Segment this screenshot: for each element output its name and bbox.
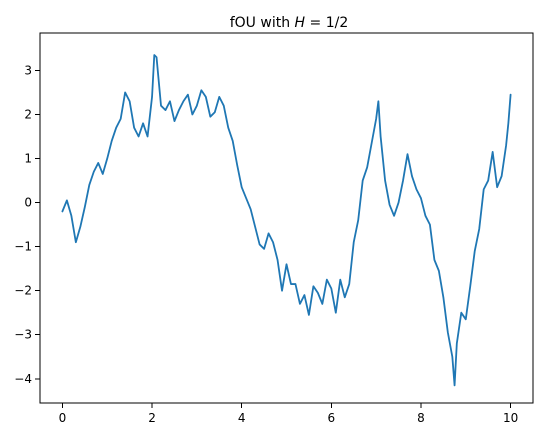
x-tick-label: 0 bbox=[59, 411, 67, 425]
x-tick-label: 8 bbox=[417, 411, 425, 425]
x-tick-label: 2 bbox=[148, 411, 156, 425]
y-tick-label: −2 bbox=[14, 284, 32, 298]
y-tick-label: 3 bbox=[24, 63, 32, 77]
y-tick-label: −3 bbox=[14, 328, 32, 342]
y-tick-label: −4 bbox=[14, 372, 32, 386]
series-line bbox=[62, 55, 510, 385]
x-axis: 0 2 4 6 8 10 bbox=[59, 403, 519, 425]
y-tick-label: 1 bbox=[24, 152, 32, 166]
y-axis: −4 −3 −2 −1 0 1 2 3 bbox=[14, 63, 40, 385]
x-tick-label: 4 bbox=[238, 411, 246, 425]
y-tick-label: 2 bbox=[24, 107, 32, 121]
y-tick-label: −1 bbox=[14, 240, 32, 254]
x-tick-label: 10 bbox=[503, 411, 518, 425]
x-tick-label: 6 bbox=[327, 411, 335, 425]
axes-frame bbox=[40, 33, 533, 403]
y-tick-label: 0 bbox=[24, 196, 32, 210]
chart-title: fOU with H = 1/2 bbox=[230, 15, 349, 31]
plot-area bbox=[62, 55, 510, 385]
